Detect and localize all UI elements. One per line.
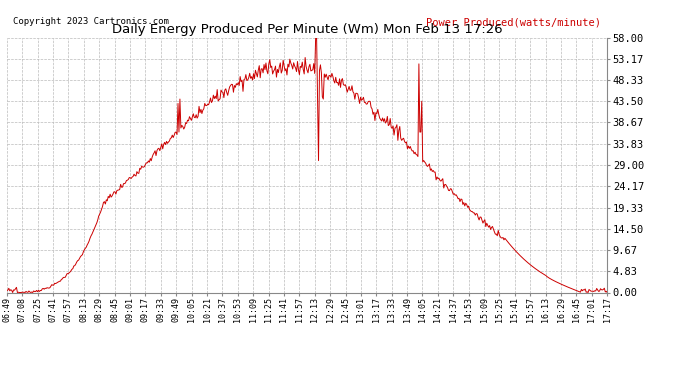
Title: Daily Energy Produced Per Minute (Wm) Mon Feb 13 17:26: Daily Energy Produced Per Minute (Wm) Mo… — [112, 23, 502, 36]
Text: Copyright 2023 Cartronics.com: Copyright 2023 Cartronics.com — [13, 17, 169, 26]
Text: Power Produced(watts/minute): Power Produced(watts/minute) — [426, 17, 601, 27]
